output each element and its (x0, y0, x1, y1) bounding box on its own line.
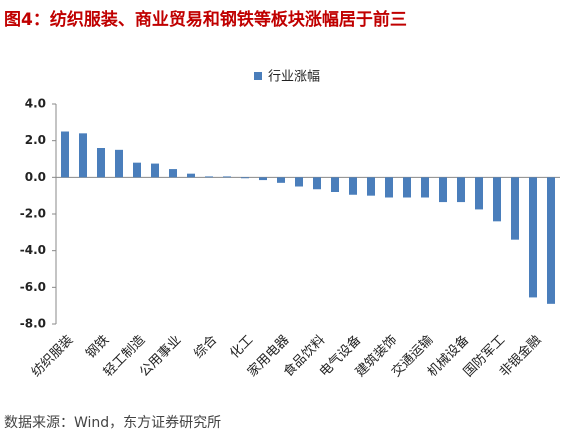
bar (187, 173, 195, 178)
y-tick-label: 2.0 (25, 133, 46, 147)
bar (169, 169, 177, 178)
bar (151, 163, 159, 178)
bar (475, 177, 483, 210)
x-tick-label: 综合 (191, 333, 220, 362)
bar (493, 177, 501, 222)
bar (79, 133, 87, 178)
bar (313, 177, 321, 190)
bar (439, 177, 447, 203)
bar (385, 177, 393, 198)
bar (421, 177, 429, 198)
x-tick-label: 化工 (227, 333, 256, 362)
bar (133, 162, 141, 178)
bar (115, 149, 123, 178)
bar (529, 177, 537, 298)
bar (511, 177, 519, 240)
bar (259, 177, 267, 181)
y-tick-label: -4.0 (20, 243, 46, 257)
bar (61, 131, 69, 178)
chart-title: 图4：纺织服装、商业贸易和钢铁等板块涨幅居于前三 (4, 9, 407, 30)
source: 数据来源：Wind，东方证券研究所 (4, 415, 221, 431)
y-tick-label: 0.0 (25, 170, 46, 184)
bar (97, 148, 105, 178)
bar (367, 177, 375, 196)
bar (547, 177, 555, 304)
y-tick-label: 4.0 (25, 97, 46, 111)
bar (205, 176, 213, 178)
bar (295, 177, 303, 187)
y-tick-label: -2.0 (20, 207, 46, 221)
bar (277, 177, 285, 183)
y-tick-label: -6.0 (20, 280, 46, 294)
x-tick-label: 纺织服装 (29, 333, 76, 380)
bar (403, 177, 411, 198)
legend-swatch (254, 72, 262, 80)
y-tick-label: -8.0 (20, 317, 46, 331)
bar (223, 176, 231, 178)
x-tick-label: 钢铁 (83, 333, 112, 362)
legend-label: 行业涨幅 (268, 70, 320, 85)
bar (349, 177, 357, 195)
bar (241, 177, 249, 179)
bar (331, 177, 339, 192)
bar (457, 177, 465, 203)
